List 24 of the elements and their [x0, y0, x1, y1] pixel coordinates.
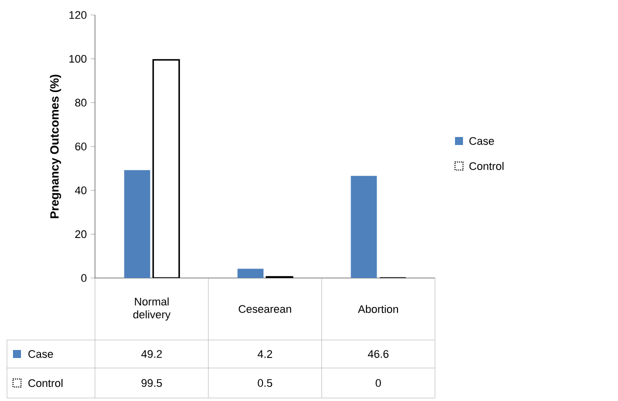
- data-label: 4.2: [258, 350, 272, 358]
- bar: [124, 170, 150, 278]
- y-tick-label: 80: [75, 98, 86, 107]
- data-label: 0: [376, 379, 381, 387]
- x-tick-label: Abortion: [358, 304, 398, 314]
- y-tick-label: 120: [69, 11, 86, 19]
- y-axis-title: Pregnancy Outcomes (%): [50, 74, 62, 218]
- y-tick-label: 40: [74, 186, 86, 194]
- bar: [238, 268, 264, 278]
- y-tick-label: 100: [69, 54, 86, 63]
- text: Case: [28, 350, 53, 358]
- y-tick-label: 0: [81, 274, 86, 282]
- data-label: 0.5: [258, 379, 272, 387]
- data-label: 99.5: [142, 379, 162, 387]
- data-label: 49.2: [141, 350, 162, 358]
- x-tick-label: Normal delivery: [133, 297, 171, 321]
- legend-label: Case: [469, 137, 494, 145]
- text: Control: [28, 378, 62, 388]
- y-tick-label: 20: [75, 230, 86, 238]
- text: Control: [469, 162, 504, 170]
- bar: [350, 176, 377, 278]
- y-tick-label: 60: [75, 142, 86, 150]
- data-label: 46.6: [368, 350, 388, 358]
- x-tick-label: Cesearean: [238, 305, 292, 313]
